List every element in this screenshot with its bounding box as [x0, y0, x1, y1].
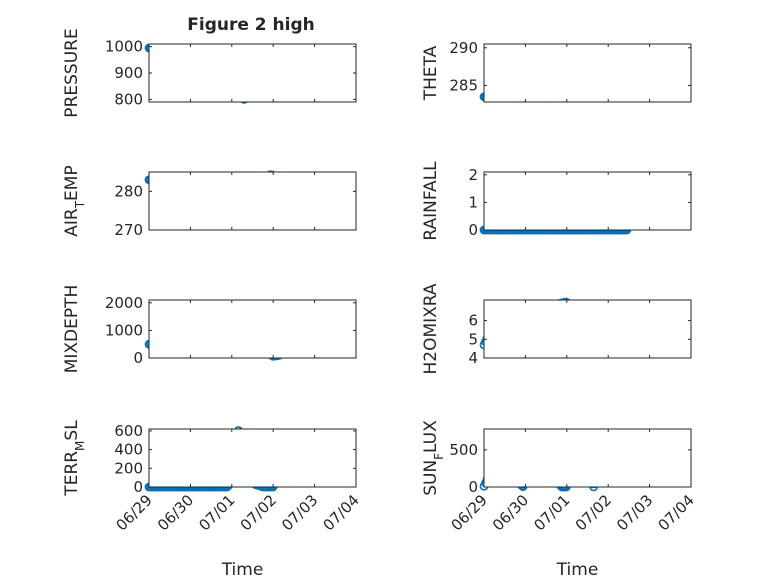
x-axis-label: Time	[556, 560, 599, 580]
y-axis-label: THETA	[421, 45, 441, 101]
y-axis-label: RAINFALL	[421, 161, 441, 241]
y-tick-label: 0	[133, 349, 143, 367]
y-axis-label: SUNFLUX	[421, 420, 446, 496]
y-axis-label: TERRMSL	[62, 420, 87, 497]
y-axis-label: MIXDEPTH	[62, 285, 82, 374]
y-tick-label: 500	[449, 441, 478, 459]
y-tick-label: 280	[114, 182, 143, 200]
y-tick-label: 4	[468, 349, 478, 367]
y-tick-label: 1000	[105, 321, 143, 339]
y-tick-label: 1000	[105, 38, 143, 56]
y-axis-label: H2OMIXRA	[421, 283, 441, 374]
y-axis-label: PRESSURE	[62, 28, 82, 117]
panel-mixdepth: 0 1000 2000 MIXDEPTH	[62, 285, 357, 374]
y-tick-label: 900	[114, 64, 143, 82]
y-tick-label: 600	[114, 422, 143, 440]
y-tick-label: 200	[114, 459, 143, 477]
panel-h2omixra: 456 H2OMIXRA	[421, 283, 692, 375]
axes-frame	[148, 299, 357, 359]
panel-pressure: 800 900 1000 PRESSURE	[62, 28, 357, 118]
y-tick-label: 5	[468, 330, 478, 348]
panel-theta: 285 290 THETA	[421, 39, 692, 103]
y-tick-label: 0	[133, 478, 143, 496]
y-tick-label: 0	[468, 221, 478, 239]
figure-title: Figure 2 high	[187, 15, 315, 35]
axes-frame	[148, 428, 357, 488]
axes-frame	[483, 428, 692, 488]
y-tick-label: 2000	[105, 294, 143, 312]
y-tick-label: 270	[114, 221, 143, 239]
y-tick-label: 2	[468, 166, 478, 184]
x-axis-label: Time	[221, 560, 264, 580]
y-tick-label: 1	[468, 193, 478, 211]
axes-frame	[483, 43, 692, 103]
y-tick-label: 800	[114, 90, 143, 108]
y-tick-label: 290	[449, 39, 478, 57]
y-axis-label: AIRTEMP	[62, 165, 87, 236]
panel-rainfall: 0 1 2 RAINFALL	[421, 161, 692, 241]
axes-frame	[148, 43, 357, 103]
y-tick-label: 0	[468, 478, 478, 496]
axes-frame	[483, 171, 692, 231]
axes-frame	[483, 299, 692, 359]
y-tick-label: 285	[449, 76, 478, 94]
y-tick-label: 400	[114, 441, 143, 459]
axes-frame	[148, 171, 357, 231]
panel-air-temp: 270 280 AIRTEMP	[62, 165, 357, 239]
y-tick-label: 6	[468, 312, 478, 330]
